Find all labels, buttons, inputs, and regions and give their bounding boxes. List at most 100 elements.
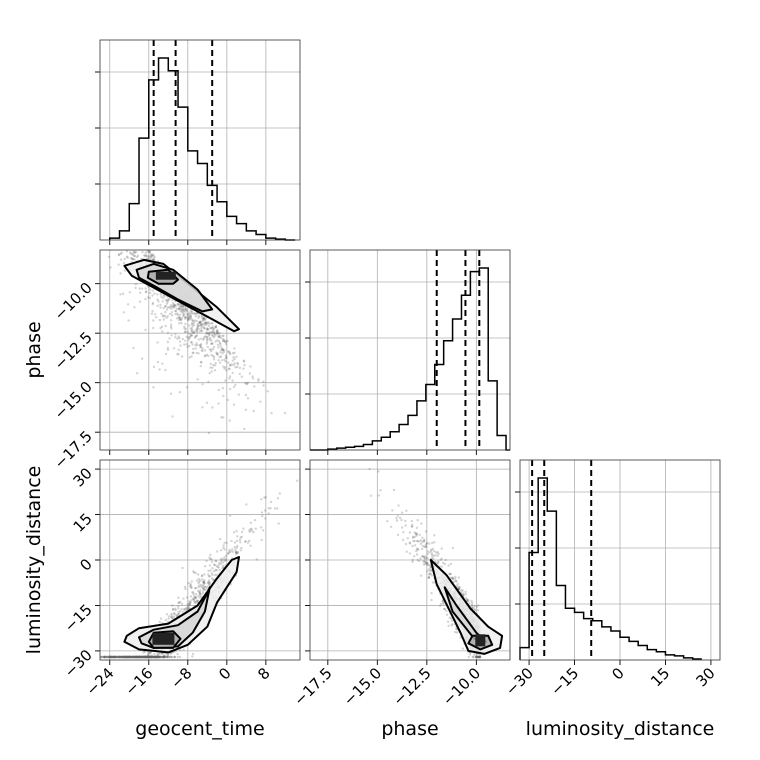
scatter-point bbox=[214, 573, 217, 577]
scatter-point bbox=[210, 577, 214, 580]
scatter-point bbox=[232, 531, 236, 534]
scatter-point bbox=[192, 597, 195, 601]
scatter-point bbox=[430, 598, 433, 602]
scatter-point bbox=[131, 655, 135, 659]
scatter-point bbox=[215, 329, 219, 332]
scatter-point bbox=[190, 599, 193, 602]
scatter-point bbox=[222, 558, 225, 561]
scatter-point bbox=[209, 553, 212, 556]
scatter-point bbox=[218, 561, 221, 565]
scatter-point bbox=[148, 291, 152, 295]
scatter-point bbox=[134, 655, 137, 659]
scatter-point bbox=[146, 655, 150, 659]
scatter-point bbox=[179, 305, 183, 308]
scatter-point bbox=[228, 387, 232, 391]
scatter-point bbox=[160, 655, 164, 659]
scatter-point bbox=[451, 576, 454, 580]
scatter-point bbox=[113, 655, 116, 659]
scatter-point bbox=[113, 655, 116, 659]
scatter-point bbox=[462, 594, 465, 597]
scatter-point bbox=[240, 530, 244, 534]
scatter-point bbox=[193, 587, 197, 590]
scatter-point bbox=[190, 318, 193, 321]
scatter-point bbox=[189, 334, 193, 337]
scatter-point bbox=[204, 585, 207, 589]
scatter-point bbox=[402, 530, 405, 534]
scatter-point bbox=[191, 343, 194, 346]
scatter-point bbox=[156, 654, 159, 658]
scatter-point bbox=[125, 655, 129, 659]
scatter-point bbox=[203, 318, 206, 321]
scatter-point bbox=[408, 531, 412, 534]
scatter-point bbox=[120, 655, 124, 659]
scatter-point bbox=[138, 655, 142, 659]
scatter-point bbox=[206, 582, 209, 585]
scatter-point bbox=[426, 570, 429, 573]
scatter-point bbox=[149, 288, 152, 291]
scatter-point bbox=[113, 655, 116, 659]
scatter-point bbox=[166, 306, 170, 309]
scatter-point bbox=[150, 655, 153, 659]
scatter-point bbox=[165, 655, 169, 659]
scatter-point bbox=[211, 329, 215, 332]
scatter-point bbox=[207, 354, 210, 358]
scatter-point bbox=[178, 316, 181, 319]
scatter-point bbox=[425, 556, 428, 559]
scatter-point bbox=[429, 572, 432, 576]
scatter-point bbox=[173, 655, 176, 659]
scatter-point bbox=[276, 507, 279, 510]
scatter-point bbox=[218, 355, 221, 359]
scatter-point bbox=[123, 655, 126, 659]
scatter-point bbox=[145, 255, 148, 258]
scatter-point bbox=[130, 655, 134, 659]
scatter-point bbox=[189, 310, 192, 313]
scatter-point bbox=[224, 366, 227, 369]
scatter-point bbox=[222, 334, 225, 337]
scatter-point bbox=[221, 561, 225, 564]
scatter-point bbox=[140, 357, 144, 360]
scatter-point bbox=[428, 551, 432, 554]
scatter-point bbox=[471, 606, 475, 610]
scatter-point bbox=[192, 347, 195, 351]
scatter-point bbox=[172, 615, 176, 618]
scatter-point bbox=[406, 537, 409, 540]
scatter-point bbox=[118, 655, 121, 659]
scatter-point bbox=[238, 538, 242, 542]
scatter-point bbox=[182, 597, 185, 600]
scatter-point bbox=[146, 655, 149, 659]
scatter-point bbox=[164, 618, 167, 622]
scatter-point bbox=[223, 338, 226, 342]
scatter-point bbox=[216, 550, 219, 553]
scatter-point bbox=[169, 305, 172, 308]
scatter-point bbox=[141, 655, 144, 659]
scatter-point bbox=[461, 589, 464, 592]
scatter-point bbox=[170, 614, 173, 617]
scatter-point bbox=[277, 522, 280, 525]
scatter-point bbox=[173, 655, 176, 659]
scatter-point bbox=[134, 283, 138, 286]
scatter-point bbox=[148, 655, 151, 659]
scatter-point bbox=[411, 523, 414, 526]
scatter-point bbox=[191, 652, 195, 656]
scatter-point bbox=[202, 327, 206, 330]
scatter-point bbox=[198, 591, 201, 594]
scatter-point bbox=[202, 337, 206, 340]
scatter-point bbox=[461, 647, 464, 650]
xtick-label-geocent-time: 0 bbox=[215, 664, 234, 683]
scatter-point bbox=[103, 655, 106, 659]
scatter-point bbox=[208, 582, 211, 586]
scatter-point bbox=[152, 254, 155, 258]
scatter-point bbox=[196, 600, 199, 603]
scatter-point bbox=[108, 655, 111, 659]
scatter-point bbox=[105, 655, 108, 659]
scatter-point bbox=[162, 655, 165, 659]
scatter-point bbox=[145, 655, 148, 659]
scatter-point bbox=[219, 562, 223, 565]
scatter-point bbox=[174, 336, 177, 339]
scatter-point bbox=[122, 655, 125, 659]
scatter-point bbox=[117, 655, 120, 659]
scatter-point bbox=[143, 655, 147, 659]
scatter-point bbox=[172, 303, 175, 306]
scatter-point bbox=[470, 599, 473, 603]
scatter-point bbox=[201, 592, 204, 595]
